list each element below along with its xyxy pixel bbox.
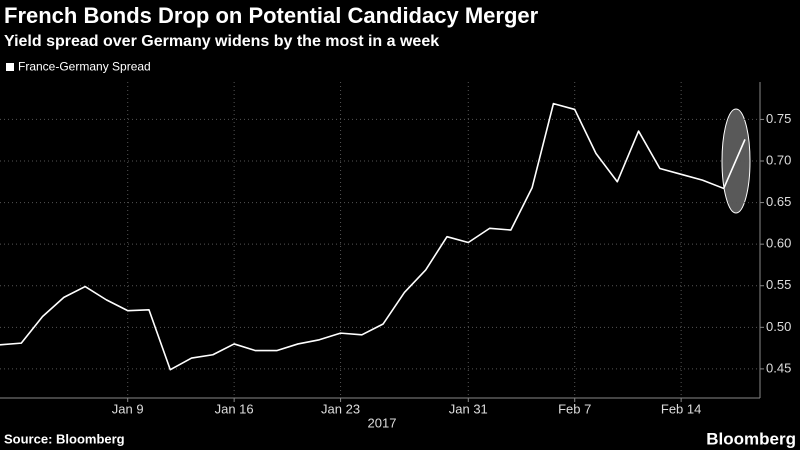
y-tick-label: 0.65 (766, 194, 791, 209)
y-tick-label: 0.45 (766, 360, 791, 375)
x-year-label: 2017 (368, 415, 397, 430)
y-tick-label: 0.50 (766, 319, 791, 334)
source: Source: Bloomberg (4, 431, 125, 446)
series-line (0, 102, 746, 371)
chart-title: French Bonds Drop on Potential Candidacy… (4, 3, 539, 28)
x-tick-label: Jan 16 (215, 401, 254, 416)
x-tick-label: Jan 9 (112, 401, 144, 416)
legend-label: France-Germany Spread (18, 60, 151, 74)
brand: Bloomberg (706, 429, 796, 448)
chart-subtitle: Yield spread over Germany widens by the … (4, 33, 439, 50)
y-tick-label: 0.75 (766, 111, 791, 126)
y-tick-label: 0.60 (766, 236, 791, 251)
legend-swatch (6, 63, 14, 71)
x-tick-label: Jan 23 (321, 401, 360, 416)
x-tick-label: Feb 7 (558, 401, 591, 416)
y-tick-label: 0.55 (766, 277, 791, 292)
x-tick-label: Jan 31 (449, 401, 488, 416)
x-tick-label: Feb 14 (661, 401, 701, 416)
y-tick-label: 0.70 (766, 152, 791, 167)
